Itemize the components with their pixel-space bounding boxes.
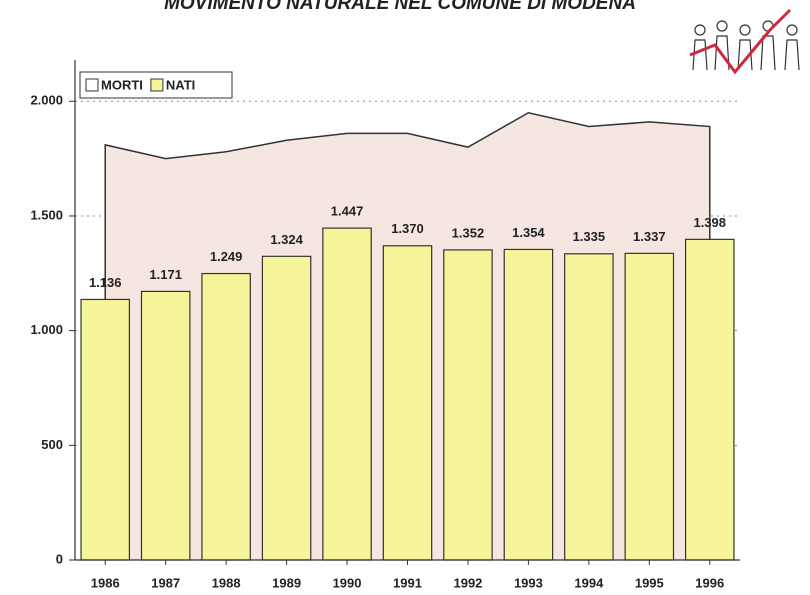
x-tick-label: 1990 [333,575,362,590]
legend-label: MORTI [101,77,143,92]
data-label: 1.324 [270,232,303,247]
bar [81,299,129,560]
data-label: 1.352 [452,225,485,240]
data-label: 1.335 [573,229,606,244]
x-tick-label: 1991 [393,575,422,590]
legend-swatch [151,79,163,91]
x-tick-label: 1992 [453,575,482,590]
x-tick-label: 1988 [212,575,241,590]
data-label: 1.398 [693,215,726,230]
bar [504,249,552,560]
y-tick-label: 0 [56,551,63,566]
bar [323,228,371,560]
x-tick-label: 1994 [574,575,604,590]
x-tick-label: 1996 [695,575,724,590]
x-tick-label: 1986 [91,575,120,590]
bar [142,291,190,560]
x-tick-label: 1989 [272,575,301,590]
x-tick-label: 1993 [514,575,543,590]
data-label: 1.171 [149,267,182,282]
chart-title: MOVIMENTO NATURALE NEL COMUNE DI MODENA [164,0,636,14]
bar [444,250,492,560]
data-label: 1.370 [391,221,424,236]
y-tick-label: 500 [41,437,63,452]
legend-label: NATI [166,77,195,92]
people-icon [690,10,799,72]
y-tick-label: 1.000 [30,322,63,337]
bar [686,239,734,560]
data-label: 1.249 [210,249,243,264]
bar [262,256,310,560]
y-tick-label: 2.000 [30,93,63,108]
data-label: 1.354 [512,225,545,240]
x-tick-label: 1987 [151,575,180,590]
chart: MOVIMENTO NATURALE NEL COMUNE DI MODENA … [0,0,810,595]
data-label: 1.447 [331,204,364,219]
legend-swatch [86,79,98,91]
data-label: 1.136 [89,275,122,290]
bar [565,254,613,560]
bar [383,246,431,560]
y-tick-label: 1.500 [30,207,63,222]
bar [625,253,673,560]
data-label: 1.337 [633,229,666,244]
x-tick-label: 1995 [635,575,664,590]
bar [202,274,250,560]
